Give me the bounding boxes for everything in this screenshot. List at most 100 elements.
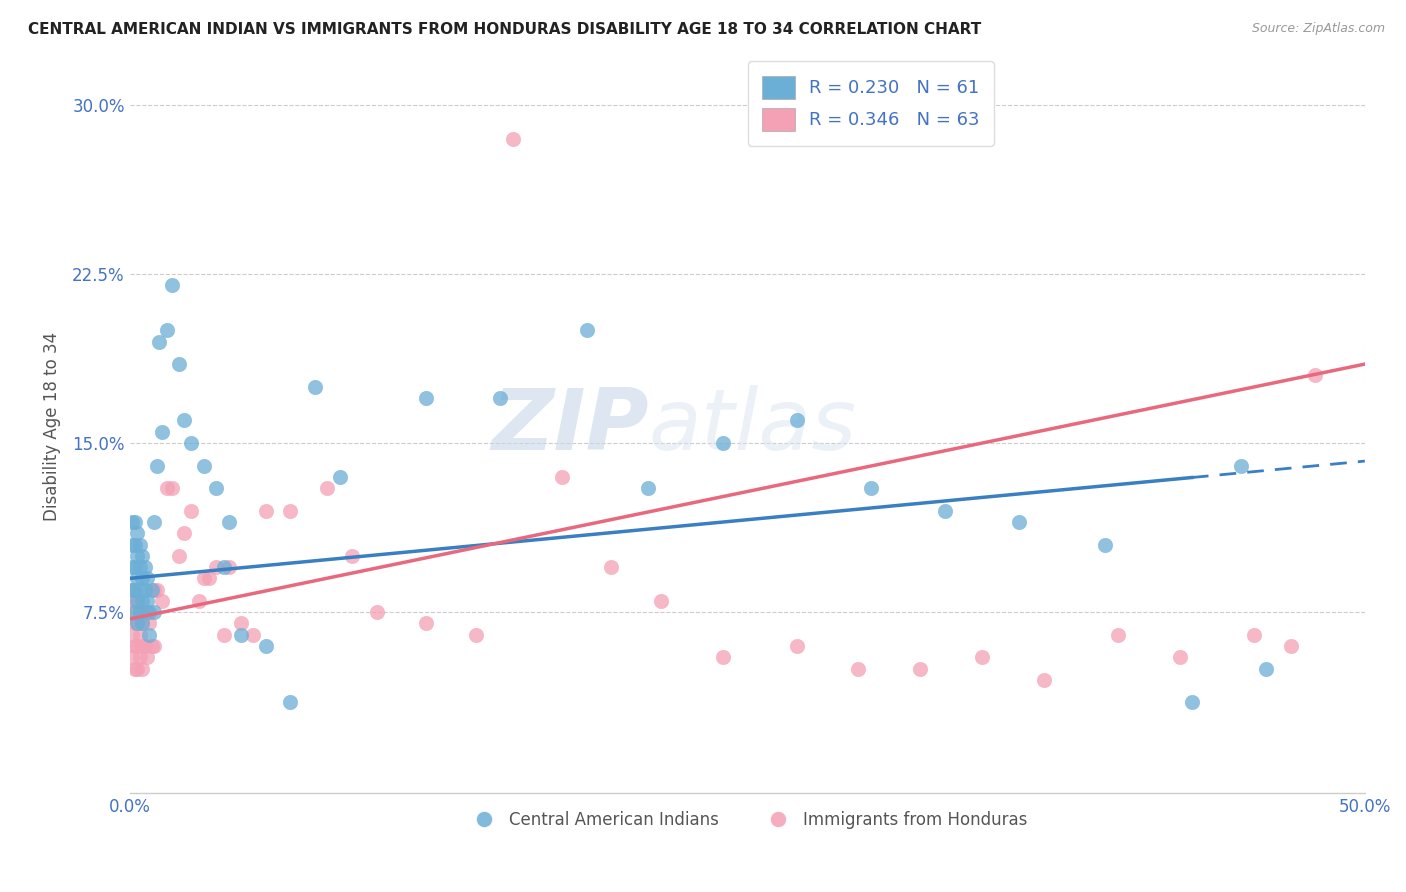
Point xyxy=(711,650,734,665)
Point xyxy=(131,594,153,608)
Point xyxy=(156,481,179,495)
Point xyxy=(124,515,146,529)
Point xyxy=(193,571,215,585)
Point xyxy=(127,616,149,631)
Point xyxy=(127,526,149,541)
Point xyxy=(1168,650,1191,665)
Point xyxy=(1230,458,1253,473)
Point xyxy=(127,616,149,631)
Point xyxy=(254,639,277,653)
Point xyxy=(180,504,202,518)
Point xyxy=(127,639,149,653)
Point xyxy=(278,504,301,518)
Point xyxy=(141,582,163,597)
Point xyxy=(786,413,808,427)
Text: ZIP: ZIP xyxy=(491,384,648,467)
Point xyxy=(146,458,169,473)
Point xyxy=(600,560,623,574)
Point xyxy=(128,605,150,619)
Text: Source: ZipAtlas.com: Source: ZipAtlas.com xyxy=(1251,22,1385,36)
Point xyxy=(229,628,252,642)
Point xyxy=(366,605,388,619)
Point xyxy=(304,379,326,393)
Point xyxy=(121,515,143,529)
Point xyxy=(134,582,156,597)
Point xyxy=(128,650,150,665)
Point xyxy=(134,560,156,574)
Point xyxy=(502,131,524,145)
Point xyxy=(167,549,190,563)
Point xyxy=(1254,662,1277,676)
Point xyxy=(143,515,166,529)
Point xyxy=(167,357,190,371)
Point xyxy=(124,639,146,653)
Point xyxy=(415,391,437,405)
Point xyxy=(464,628,486,642)
Point xyxy=(278,695,301,709)
Point xyxy=(124,616,146,631)
Point xyxy=(197,571,219,585)
Point xyxy=(1279,639,1302,653)
Point xyxy=(329,470,352,484)
Point xyxy=(489,391,512,405)
Point xyxy=(160,278,183,293)
Point xyxy=(121,560,143,574)
Point xyxy=(128,628,150,642)
Point xyxy=(121,650,143,665)
Point xyxy=(143,605,166,619)
Point xyxy=(1032,673,1054,687)
Point xyxy=(786,639,808,653)
Point xyxy=(848,662,870,676)
Point xyxy=(218,515,240,529)
Point xyxy=(138,628,160,642)
Point xyxy=(124,537,146,551)
Point xyxy=(187,594,209,608)
Point xyxy=(180,436,202,450)
Point xyxy=(121,605,143,619)
Point xyxy=(134,639,156,653)
Y-axis label: Disability Age 18 to 34: Disability Age 18 to 34 xyxy=(44,332,60,521)
Point xyxy=(121,537,143,551)
Point xyxy=(121,582,143,597)
Point xyxy=(970,650,993,665)
Point xyxy=(212,628,235,642)
Point xyxy=(128,582,150,597)
Text: CENTRAL AMERICAN INDIAN VS IMMIGRANTS FROM HONDURAS DISABILITY AGE 18 TO 34 CORR: CENTRAL AMERICAN INDIAN VS IMMIGRANTS FR… xyxy=(28,22,981,37)
Point xyxy=(121,582,143,597)
Point xyxy=(148,334,170,349)
Point xyxy=(136,605,159,619)
Point xyxy=(415,616,437,631)
Point xyxy=(551,470,574,484)
Point xyxy=(575,323,598,337)
Point xyxy=(160,481,183,495)
Point xyxy=(131,549,153,563)
Point xyxy=(218,560,240,574)
Point xyxy=(124,605,146,619)
Point xyxy=(136,571,159,585)
Point xyxy=(242,628,264,642)
Point xyxy=(138,605,160,619)
Point xyxy=(1243,628,1265,642)
Point xyxy=(141,639,163,653)
Point xyxy=(143,639,166,653)
Point xyxy=(205,560,228,574)
Point xyxy=(121,628,143,642)
Point xyxy=(124,582,146,597)
Legend: Central American Indians, Immigrants from Honduras: Central American Indians, Immigrants fro… xyxy=(461,805,1033,836)
Point xyxy=(127,594,149,608)
Point xyxy=(1107,628,1129,642)
Point xyxy=(934,504,956,518)
Point xyxy=(1305,368,1327,383)
Point xyxy=(124,594,146,608)
Point xyxy=(173,413,195,427)
Point xyxy=(146,582,169,597)
Point xyxy=(131,616,153,631)
Point xyxy=(138,616,160,631)
Point xyxy=(143,582,166,597)
Point xyxy=(205,481,228,495)
Point xyxy=(128,605,150,619)
Point xyxy=(156,323,179,337)
Point xyxy=(859,481,882,495)
Point xyxy=(124,662,146,676)
Point xyxy=(131,639,153,653)
